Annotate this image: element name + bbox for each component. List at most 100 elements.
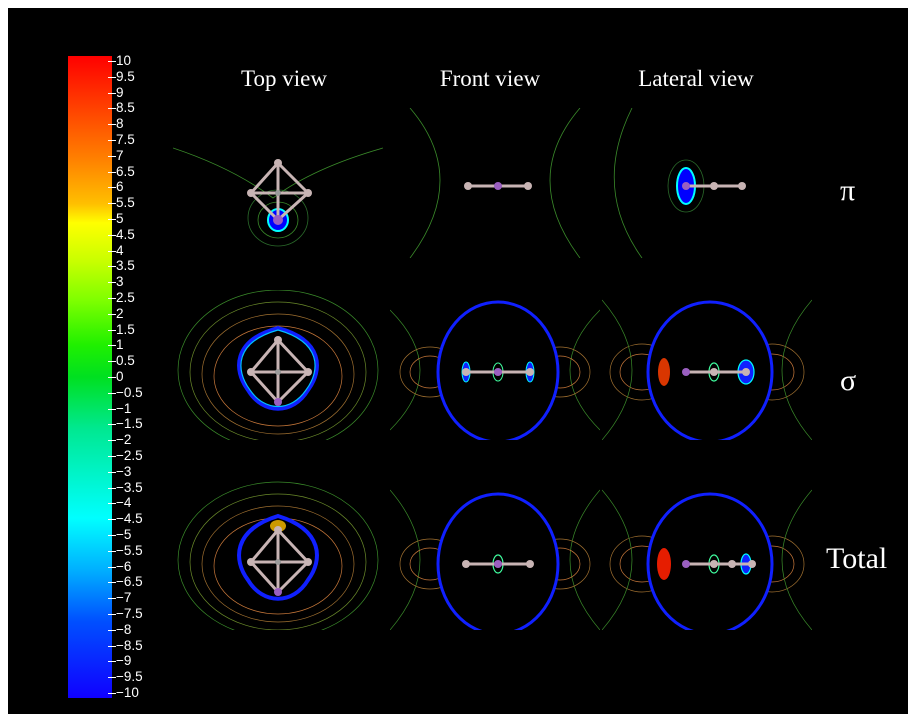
color-scale-tick-label: 4 [116, 242, 124, 258]
color-scale-tick-label: 8 [116, 116, 124, 132]
color-scale-tick-label: 10 [116, 53, 132, 68]
color-scale-tick-label: −4 [116, 495, 132, 511]
color-scale-tick-label: 1.5 [116, 321, 135, 337]
color-scale-tick-mark [108, 76, 116, 78]
color-scale-tick-label: −1 [116, 400, 132, 416]
color-scale-tick-mark [108, 677, 116, 679]
color-scale-tick-mark [108, 61, 116, 62]
color-scale-tick-mark [108, 645, 116, 647]
color-scale-tick-label: −10 [116, 685, 139, 700]
color-scale-tick-label: 6.5 [116, 163, 135, 179]
color-scale-tick-label: −2.5 [116, 448, 143, 463]
color-scale-tick-mark [108, 456, 116, 457]
row-label-total: Total [826, 542, 888, 575]
color-scale-tick-mark [108, 392, 116, 394]
color-scale-tick-mark [108, 250, 116, 252]
color-scale-tick-label: −1.5 [116, 416, 143, 432]
color-scale-tick-label: −7.5 [116, 606, 143, 621]
color-scale-tick-label: −3.5 [116, 479, 143, 495]
color-scale-tick-label: 1 [116, 337, 124, 353]
row-label-pi: π [840, 174, 856, 207]
map-pi-front-view [390, 108, 600, 258]
row-label-sigma: σ [840, 364, 857, 397]
color-scale-tick-label: −6 [116, 558, 132, 574]
color-scale-tick-mark [108, 234, 116, 236]
color-scale-tick-label: −9.5 [116, 669, 143, 685]
color-scale-tick-label: −5 [116, 527, 132, 542]
color-scale-tick-label: 5.5 [116, 195, 135, 211]
color-scale-tick-mark [108, 313, 116, 315]
color-scale-tick-mark [108, 187, 116, 189]
color-scale-tick-mark [108, 424, 116, 426]
color-scale-tick-mark [108, 693, 116, 694]
color-scale-tick-label: 4.5 [116, 226, 135, 242]
map-sigma-lateral-view [602, 290, 812, 440]
color-scale-tick-label: 2.5 [116, 290, 135, 305]
color-scale-tick-mark [108, 629, 116, 631]
color-scale-tick-mark [108, 661, 116, 663]
color-scale-tick-label: 6 [116, 179, 124, 195]
map-sigma-front-view [390, 290, 600, 440]
color-scale-tick-label: −0.5 [116, 384, 143, 400]
color-scale-tick-label: 3 [116, 274, 124, 290]
color-scale-tick-mark [108, 503, 116, 505]
color-scale-tick-label: −8.5 [116, 637, 143, 653]
color-scale-tick-label: 7 [116, 147, 124, 163]
map-pi-lateral-view [602, 108, 812, 258]
color-scale-tick-mark [108, 519, 116, 521]
color-scale-tick-mark [108, 282, 116, 284]
color-scale-tick-mark [108, 408, 116, 410]
color-scale-tick-label: −4.5 [116, 511, 143, 527]
color-scale-tick-mark [108, 582, 116, 584]
color-scale-tick-label: −6.5 [116, 574, 143, 590]
color-scale-tick-mark [108, 329, 116, 331]
color-scale-tick-mark [108, 361, 116, 363]
map-total-top-view [173, 480, 383, 630]
color-scale-tick-label: 5 [116, 211, 124, 226]
color-scale-tick-mark [108, 487, 116, 489]
color-scale-tick-label: 9.5 [116, 68, 135, 84]
color-scale-tick-mark [108, 598, 116, 600]
color-scale-tick-label: 9 [116, 84, 124, 100]
color-scale-tick-mark [108, 440, 116, 442]
color-scale-tick-mark [108, 550, 116, 552]
color-scale-tick-mark [108, 566, 116, 568]
color-scale-tick-mark [108, 471, 116, 473]
color-scale-tick-label: 0 [116, 369, 124, 384]
color-scale-tick-mark [108, 92, 116, 94]
map-pi-top-view [173, 108, 383, 258]
color-scale-tick-mark [108, 345, 116, 347]
color-scale-tick-label: −5.5 [116, 542, 143, 558]
color-scale-tick-label: 7.5 [116, 132, 135, 147]
color-scale-tick-mark [108, 535, 116, 536]
color-scale-tick-mark [108, 124, 116, 126]
color-scale-tick-label: 0.5 [116, 353, 135, 369]
color-scale-bar [68, 56, 112, 698]
figure-panel: 10 9.5 9 8.5 8 7.5 7 6.5 6 5.5 5 4.5 4 3.5 3 2.5 2 1.5 1 0.… [8, 8, 908, 714]
color-scale-tick-mark [108, 203, 116, 205]
color-scale-tick-mark [108, 219, 116, 220]
map-total-lateral-view [602, 480, 812, 630]
color-scale-tick-label: −7 [116, 590, 132, 606]
color-scale-tick-label: −2 [116, 432, 132, 448]
color-scale-tick-mark [108, 140, 116, 141]
color-scale-tick-mark [108, 171, 116, 173]
color-scale-tick-label: 8.5 [116, 100, 135, 116]
color-scale-tick-label: −8 [116, 621, 132, 637]
color-scale-tick-label: −3 [116, 463, 132, 479]
color-scale-tick-mark [108, 155, 116, 157]
color-scale-tick-mark [108, 298, 116, 299]
column-title-lateral-view: Lateral view [638, 66, 754, 91]
color-scale-tick-mark [108, 266, 116, 268]
color-scale-tick-mark [108, 377, 116, 378]
map-sigma-top-view [173, 290, 383, 440]
column-title-top-view: Top view [241, 66, 327, 91]
color-scale-tick-label: 3.5 [116, 258, 135, 274]
color-scale-tick-mark [108, 108, 116, 110]
column-title-front-view: Front view [439, 66, 541, 91]
color-scale-tick-mark [108, 614, 116, 615]
color-scale-tick-label: −9 [116, 653, 132, 669]
map-total-front-view [390, 480, 600, 630]
color-scale-tick-label: 2 [116, 305, 124, 321]
